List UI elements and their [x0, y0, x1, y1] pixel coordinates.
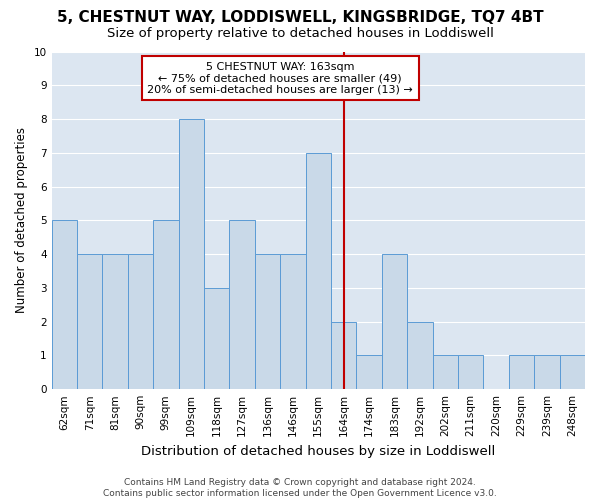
Text: 5, CHESTNUT WAY, LODDISWELL, KINGSBRIDGE, TQ7 4BT: 5, CHESTNUT WAY, LODDISWELL, KINGSBRIDGE… — [56, 10, 544, 25]
Bar — [229, 220, 255, 389]
Bar — [382, 254, 407, 389]
X-axis label: Distribution of detached houses by size in Loddiswell: Distribution of detached houses by size … — [141, 444, 496, 458]
Bar — [204, 288, 229, 389]
Bar — [509, 356, 534, 389]
Text: Contains HM Land Registry data © Crown copyright and database right 2024.
Contai: Contains HM Land Registry data © Crown c… — [103, 478, 497, 498]
Bar — [433, 356, 458, 389]
Bar — [280, 254, 305, 389]
Text: Size of property relative to detached houses in Loddiswell: Size of property relative to detached ho… — [107, 28, 493, 40]
Bar — [458, 356, 484, 389]
Bar — [153, 220, 179, 389]
Bar — [255, 254, 280, 389]
Y-axis label: Number of detached properties: Number of detached properties — [15, 128, 28, 314]
Bar — [560, 356, 585, 389]
Bar — [77, 254, 103, 389]
Bar — [356, 356, 382, 389]
Bar — [179, 119, 204, 389]
Bar — [52, 220, 77, 389]
Bar — [534, 356, 560, 389]
Bar — [305, 153, 331, 389]
Bar — [103, 254, 128, 389]
Bar — [128, 254, 153, 389]
Text: 5 CHESTNUT WAY: 163sqm
← 75% of detached houses are smaller (49)
20% of semi-det: 5 CHESTNUT WAY: 163sqm ← 75% of detached… — [147, 62, 413, 95]
Bar — [331, 322, 356, 389]
Bar — [407, 322, 433, 389]
